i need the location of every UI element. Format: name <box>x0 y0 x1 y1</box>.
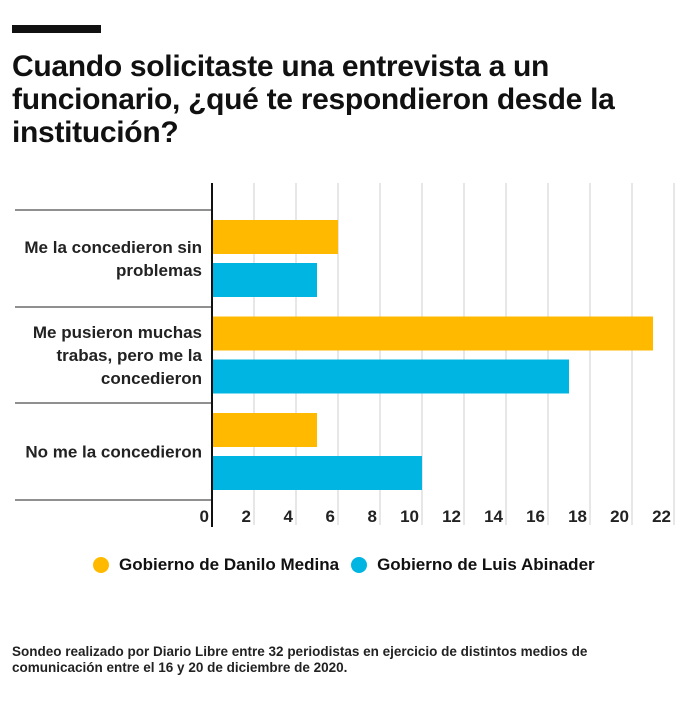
bar-luis <box>212 263 317 297</box>
bar-chart: 0 2 4 6 8 10 12 14 16 18 20 22 Me la concedieron sin… <box>15 183 675 527</box>
x-tick-label: 4 <box>284 507 294 526</box>
x-tick-label: 18 <box>568 507 587 526</box>
x-tick-label: 0 <box>200 507 209 526</box>
x-tick-label: 10 <box>400 507 419 526</box>
x-tick-label: 2 <box>242 507 251 526</box>
x-tick-label: 8 <box>368 507 377 526</box>
category-label: Me pusieron muchas <box>33 323 202 342</box>
bar-danilo <box>212 220 338 254</box>
x-tick-label: 16 <box>526 507 545 526</box>
legend-swatch <box>93 557 109 573</box>
legend-swatch <box>351 557 368 573</box>
category-label: concedieron <box>101 369 202 388</box>
decorative-bar <box>12 25 101 33</box>
x-tick-label: 6 <box>326 507 335 526</box>
source-note: Sondeo realizado por Diario Libre entre … <box>12 644 588 675</box>
x-tick-label: 22 <box>652 507 671 526</box>
category-label: Me la concedieron sin <box>24 238 202 257</box>
legend-item-danilo: Gobierno de Danilo Medina <box>93 555 339 575</box>
bar-danilo <box>212 316 653 351</box>
legend-label: Gobierno de Luis Abinader <box>377 555 595 574</box>
legend-item-luis: Gobierno de Luis Abinader <box>351 555 595 575</box>
category-label: problemas <box>116 261 202 280</box>
category-label: trabas, pero me la <box>56 346 202 365</box>
bar-luis <box>212 359 569 394</box>
legend: Gobierno de Danilo Medina Gobierno de Lu… <box>93 555 595 575</box>
x-tick-label: 20 <box>610 507 629 526</box>
chart-title: Cuando solicitaste una entrevista a un f… <box>12 50 615 149</box>
legend-label: Gobierno de Danilo Medina <box>119 555 340 574</box>
x-tick-label: 12 <box>442 507 461 526</box>
x-tick-label: 14 <box>484 507 503 526</box>
category-label: No me la concedieron <box>25 443 202 462</box>
bar-luis <box>212 456 422 490</box>
bar-danilo <box>212 413 317 447</box>
